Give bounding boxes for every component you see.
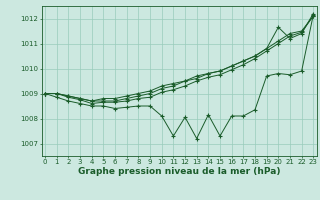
X-axis label: Graphe pression niveau de la mer (hPa): Graphe pression niveau de la mer (hPa) xyxy=(78,167,280,176)
